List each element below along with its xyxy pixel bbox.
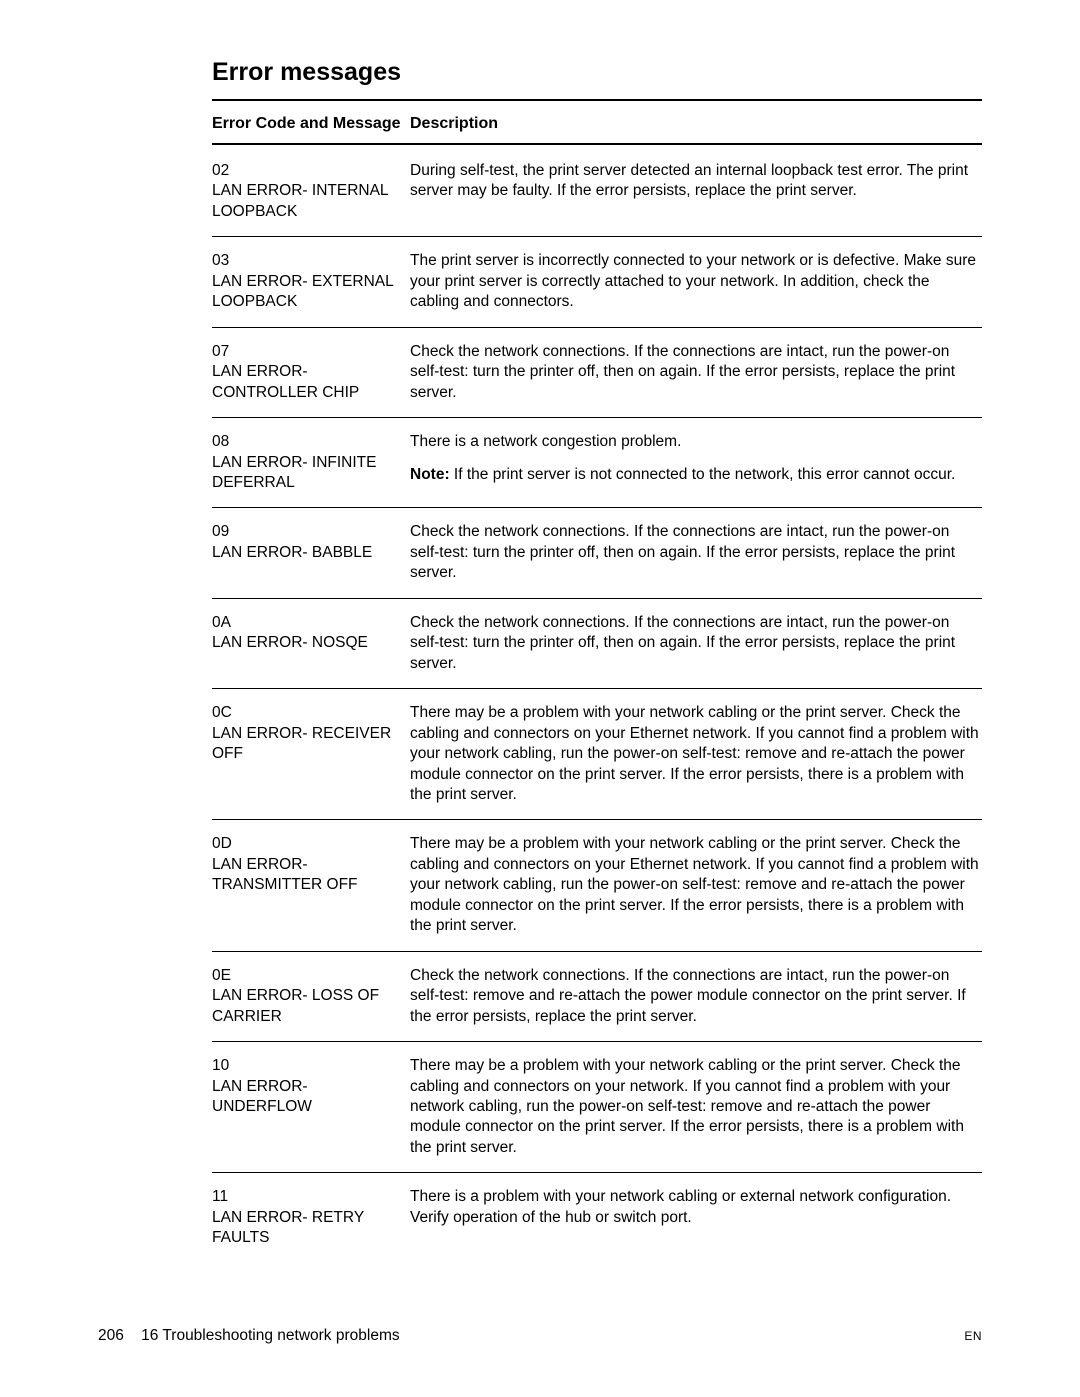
description-cell: There may be a problem with your network… [410, 834, 982, 936]
error-code-cell: 09LAN ERROR- BABBLE [212, 522, 410, 583]
error-code: 10 [212, 1056, 404, 1076]
table-row: 11LAN ERROR- RETRY FAULTSThere is a prob… [212, 1187, 982, 1262]
row-divider [212, 236, 982, 237]
error-code: 07 [212, 342, 404, 362]
error-message: LAN ERROR- TRANSMITTER OFF [212, 855, 404, 896]
error-code: 11 [212, 1187, 404, 1207]
error-code: 0A [212, 613, 404, 633]
row-divider [212, 507, 982, 508]
row-divider [212, 688, 982, 689]
error-code-cell: 03LAN ERROR- EXTERNAL LOOPBACK [212, 251, 410, 312]
description-paragraph: Note: If the print server is not connect… [410, 465, 980, 485]
description-cell: There may be a problem with your network… [410, 1056, 982, 1158]
error-code-cell: 11LAN ERROR- RETRY FAULTS [212, 1187, 410, 1248]
error-code-cell: 0CLAN ERROR- RECEIVER OFF [212, 703, 410, 805]
description-paragraph: There is a network congestion problem. [410, 432, 980, 452]
row-divider [212, 819, 982, 820]
table-header-row: Error Code and Message Description [212, 115, 982, 143]
row-divider [212, 1041, 982, 1042]
error-code: 09 [212, 522, 404, 542]
error-message: LAN ERROR- RETRY FAULTS [212, 1208, 404, 1249]
error-code: 0E [212, 966, 404, 986]
table-row: 0CLAN ERROR- RECEIVER OFFThere may be a … [212, 703, 982, 819]
error-code: 0D [212, 834, 404, 854]
description-cell: During self-test, the print server detec… [410, 161, 982, 222]
error-message: LAN ERROR- INFINITE DEFERRAL [212, 453, 404, 494]
description-paragraph: There may be a problem with your network… [410, 1056, 980, 1158]
description-cell: Check the network connections. If the co… [410, 522, 982, 583]
error-code: 03 [212, 251, 404, 271]
row-divider [212, 327, 982, 328]
error-code-cell: 0ELAN ERROR- LOSS OF CARRIER [212, 966, 410, 1027]
error-code-cell: 0ALAN ERROR- NOSQE [212, 613, 410, 674]
description-paragraph: There is a problem with your network cab… [410, 1187, 980, 1228]
row-divider [212, 417, 982, 418]
description-paragraph: Check the network connections. If the co… [410, 522, 980, 583]
error-message: LAN ERROR- CONTROLLER CHIP [212, 362, 404, 403]
error-message: LAN ERROR- NOSQE [212, 633, 404, 653]
table-row: 09LAN ERROR- BABBLECheck the network con… [212, 522, 982, 597]
header-code: Error Code and Message [212, 115, 410, 133]
error-code-cell: 08LAN ERROR- INFINITE DEFERRAL [212, 432, 410, 493]
page-footer: 206 16 Troubleshooting network problems … [98, 1327, 982, 1345]
description-paragraph: The print server is incorrectly connecte… [410, 251, 980, 312]
page-title: Error messages [212, 58, 982, 87]
table-row: 03LAN ERROR- EXTERNAL LOOPBACKThe print … [212, 251, 982, 326]
error-message: LAN ERROR- INTERNAL LOOPBACK [212, 181, 404, 222]
entries-container: 02LAN ERROR- INTERNAL LOOPBACKDuring sel… [212, 161, 982, 1263]
footer-left: 206 16 Troubleshooting network problems [98, 1327, 400, 1345]
description-paragraph: Check the network connections. If the co… [410, 613, 980, 674]
note-text: If the print server is not connected to … [450, 466, 956, 483]
description-cell: The print server is incorrectly connecte… [410, 251, 982, 312]
description-cell: Check the network connections. If the co… [410, 342, 982, 403]
description-cell: Check the network connections. If the co… [410, 966, 982, 1027]
description-paragraph: Check the network connections. If the co… [410, 966, 980, 1027]
footer-lang: EN [964, 1329, 982, 1343]
header-rule [212, 143, 982, 145]
error-code-cell: 02LAN ERROR- INTERNAL LOOPBACK [212, 161, 410, 222]
description-paragraph: There may be a problem with your network… [410, 703, 980, 805]
table-row: 0ALAN ERROR- NOSQECheck the network conn… [212, 613, 982, 688]
table-row: 08LAN ERROR- INFINITE DEFERRALThere is a… [212, 432, 982, 507]
error-code-cell: 07LAN ERROR- CONTROLLER CHIP [212, 342, 410, 403]
row-divider [212, 598, 982, 599]
row-divider [212, 1172, 982, 1173]
note-label: Note: [410, 466, 450, 483]
table-row: 02LAN ERROR- INTERNAL LOOPBACKDuring sel… [212, 161, 982, 236]
description-cell: There may be a problem with your network… [410, 703, 982, 805]
table-row: 0ELAN ERROR- LOSS OF CARRIERCheck the ne… [212, 966, 982, 1041]
description-paragraph: Check the network connections. If the co… [410, 342, 980, 403]
description-paragraph: During self-test, the print server detec… [410, 161, 980, 202]
description-cell: There is a problem with your network cab… [410, 1187, 982, 1248]
row-divider [212, 951, 982, 952]
error-code: 0C [212, 703, 404, 723]
error-message: LAN ERROR- RECEIVER OFF [212, 724, 404, 765]
error-code-cell: 0DLAN ERROR- TRANSMITTER OFF [212, 834, 410, 936]
description-cell: Check the network connections. If the co… [410, 613, 982, 674]
chapter-title: 16 Troubleshooting network problems [141, 1327, 399, 1344]
error-message: LAN ERROR- EXTERNAL LOOPBACK [212, 272, 404, 313]
document-page: Error messages Error Code and Message De… [0, 0, 1080, 1263]
error-code-cell: 10LAN ERROR- UNDERFLOW [212, 1056, 410, 1158]
error-message: LAN ERROR- BABBLE [212, 543, 404, 563]
error-code: 08 [212, 432, 404, 452]
header-desc: Description [410, 115, 982, 133]
description-cell: There is a network congestion problem. No… [410, 432, 982, 493]
error-message: LAN ERROR- UNDERFLOW [212, 1077, 404, 1118]
table-row: 0DLAN ERROR- TRANSMITTER OFFThere may be… [212, 834, 982, 950]
page-number: 206 [98, 1327, 124, 1344]
table-row: 10LAN ERROR- UNDERFLOWThere may be a pro… [212, 1056, 982, 1172]
table-row: 07LAN ERROR- CONTROLLER CHIPCheck the ne… [212, 342, 982, 417]
error-code: 02 [212, 161, 404, 181]
title-rule [212, 99, 982, 101]
error-message: LAN ERROR- LOSS OF CARRIER [212, 986, 404, 1027]
description-paragraph: There may be a problem with your network… [410, 834, 980, 936]
